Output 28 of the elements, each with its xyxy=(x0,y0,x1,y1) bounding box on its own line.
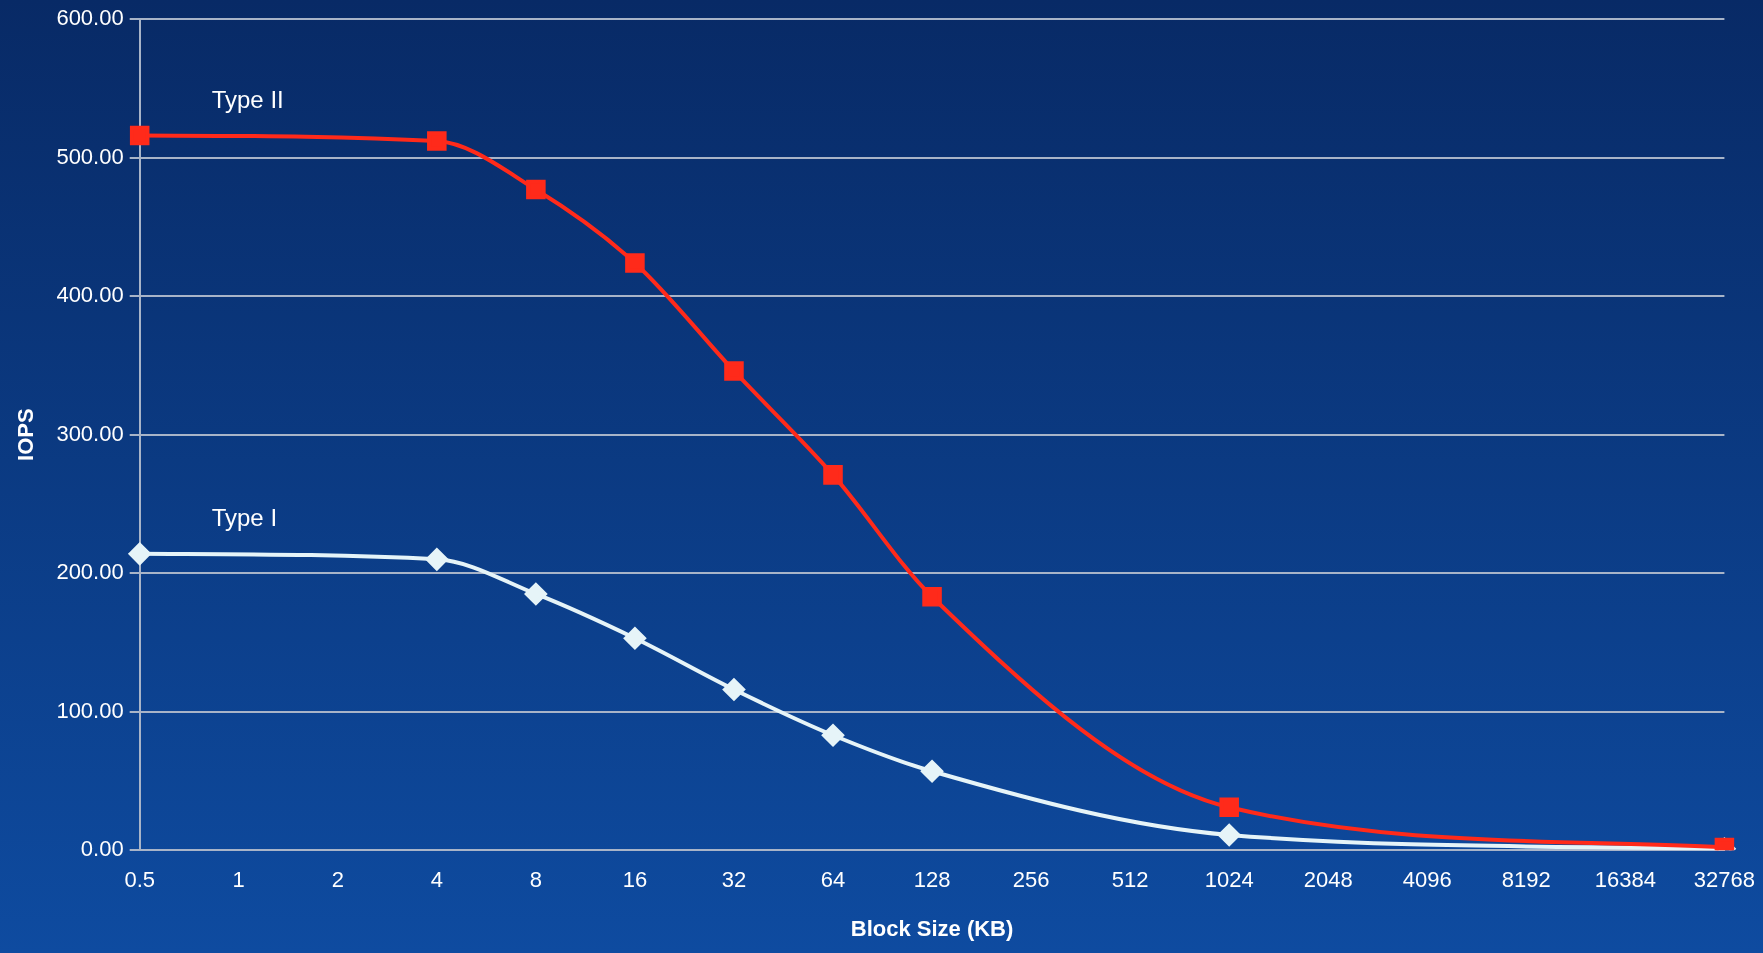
x-tick-label: 2 xyxy=(331,867,344,893)
x-axis-title: Block Size (KB) xyxy=(850,915,1014,941)
y-tick-label: 200.00 xyxy=(56,559,124,585)
y-tick-label: 100.00 xyxy=(56,697,124,723)
x-tick-label: 1024 xyxy=(1204,867,1254,893)
x-tick-label: 8192 xyxy=(1501,867,1551,893)
x-tick-label: 128 xyxy=(913,867,951,893)
y-tick-label: 400.00 xyxy=(56,282,124,308)
x-tick-label: 16 xyxy=(622,867,648,893)
x-tick-label: 4 xyxy=(430,867,443,893)
x-tick-label: 32 xyxy=(721,867,747,893)
y-tick-label: 600.00 xyxy=(56,5,124,31)
x-tick-label: 512 xyxy=(1111,867,1149,893)
x-tick-label: 4096 xyxy=(1402,867,1452,893)
x-tick-label: 256 xyxy=(1012,867,1050,893)
x-tick-label: 64 xyxy=(820,867,846,893)
series-label: Type I xyxy=(211,504,278,532)
x-tick-label: 2048 xyxy=(1303,867,1353,893)
series-label: Type II xyxy=(211,86,284,114)
y-axis-title: IOPS xyxy=(13,408,39,461)
y-tick-label: 300.00 xyxy=(56,420,124,446)
x-tick-label: 1 xyxy=(232,867,245,893)
y-tick-label: 0.00 xyxy=(80,836,124,862)
x-tick-label: 32768 xyxy=(1693,867,1756,893)
x-tick-label: 16384 xyxy=(1594,867,1656,893)
y-tick-label: 500.00 xyxy=(56,143,124,169)
x-tick-label: 0.5 xyxy=(124,867,155,893)
x-tick-label: 8 xyxy=(529,867,542,893)
